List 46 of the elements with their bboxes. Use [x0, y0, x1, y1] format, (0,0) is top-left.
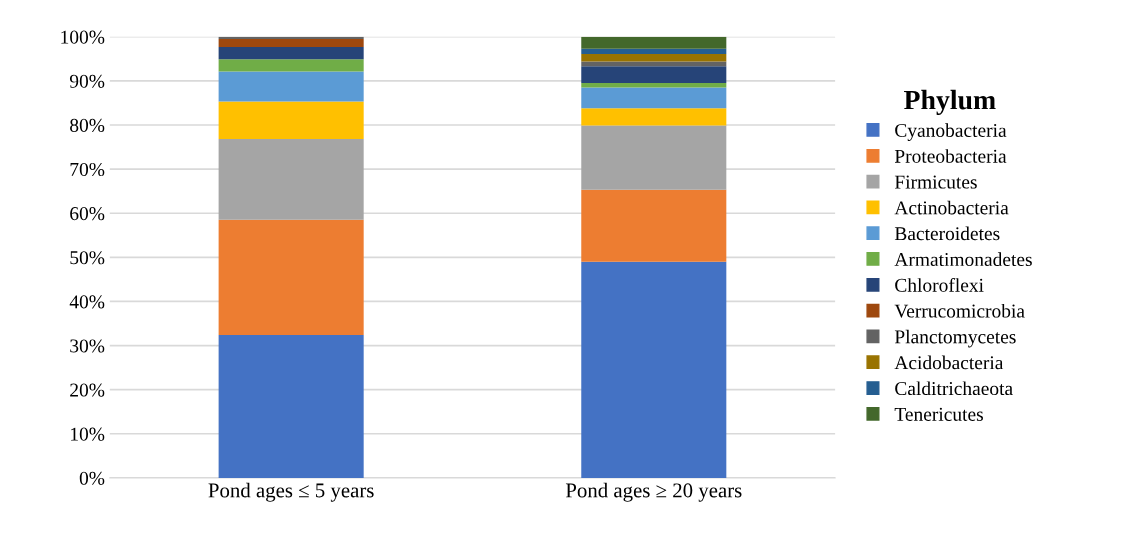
y-tick-label: 60%	[70, 207, 105, 221]
bar	[218, 101, 364, 140]
legend-label: Bacteroidetes	[894, 226, 1000, 241]
bar	[218, 219, 364, 335]
bar	[218, 38, 364, 47]
legend-label: Armatimonadetes	[894, 252, 1032, 267]
bar	[581, 83, 727, 88]
bar	[581, 48, 727, 54]
y-tick-label: 80%	[70, 118, 105, 132]
legend-label: Calditrichaeota	[895, 381, 1013, 396]
y-tick-label: 30%	[70, 339, 105, 353]
bar	[581, 66, 727, 84]
y-tick-label: 10%	[71, 427, 105, 441]
bar	[581, 125, 727, 190]
legend-label: Acidobacteria	[894, 355, 1004, 370]
bar	[218, 59, 364, 72]
legend-label: Firmicutes	[894, 175, 977, 189]
legend-label: Tenericutes	[894, 407, 983, 421]
bar	[218, 71, 364, 102]
legend-title: Phylum	[904, 89, 996, 116]
y-tick-label: 90%	[69, 74, 105, 88]
legend-label: Proteobacteria	[894, 149, 1007, 163]
bar	[581, 108, 727, 126]
legend-label: Planctomycetes	[894, 329, 1016, 348]
y-tick-label: 100%	[61, 30, 105, 44]
y-tick-label: 50%	[70, 251, 105, 265]
bar	[218, 36, 364, 39]
legend-label: Actinobacteria	[894, 200, 1009, 215]
bar	[581, 61, 727, 67]
x-tick-label: Pond ages ≥ 20 years	[565, 482, 742, 502]
bar	[218, 139, 364, 220]
bar	[218, 334, 364, 478]
bar	[581, 53, 727, 62]
y-tick-label: 20%	[70, 383, 105, 397]
y-tick-label: 0%	[79, 471, 105, 485]
bar	[581, 189, 727, 262]
x-tick-label: Pond ages ≤ 5 years	[208, 482, 374, 502]
bar	[581, 36, 727, 49]
bar	[581, 87, 727, 109]
bar	[581, 261, 727, 478]
legend-label: Cyanobacteria	[895, 123, 1007, 141]
legend-label: Chloroflexi	[895, 277, 984, 292]
legend-label: Verrucomicrobia	[894, 303, 1025, 318]
bar	[218, 46, 364, 60]
y-tick-label: 40%	[69, 295, 105, 309]
y-tick-label: 70%	[70, 162, 105, 177]
